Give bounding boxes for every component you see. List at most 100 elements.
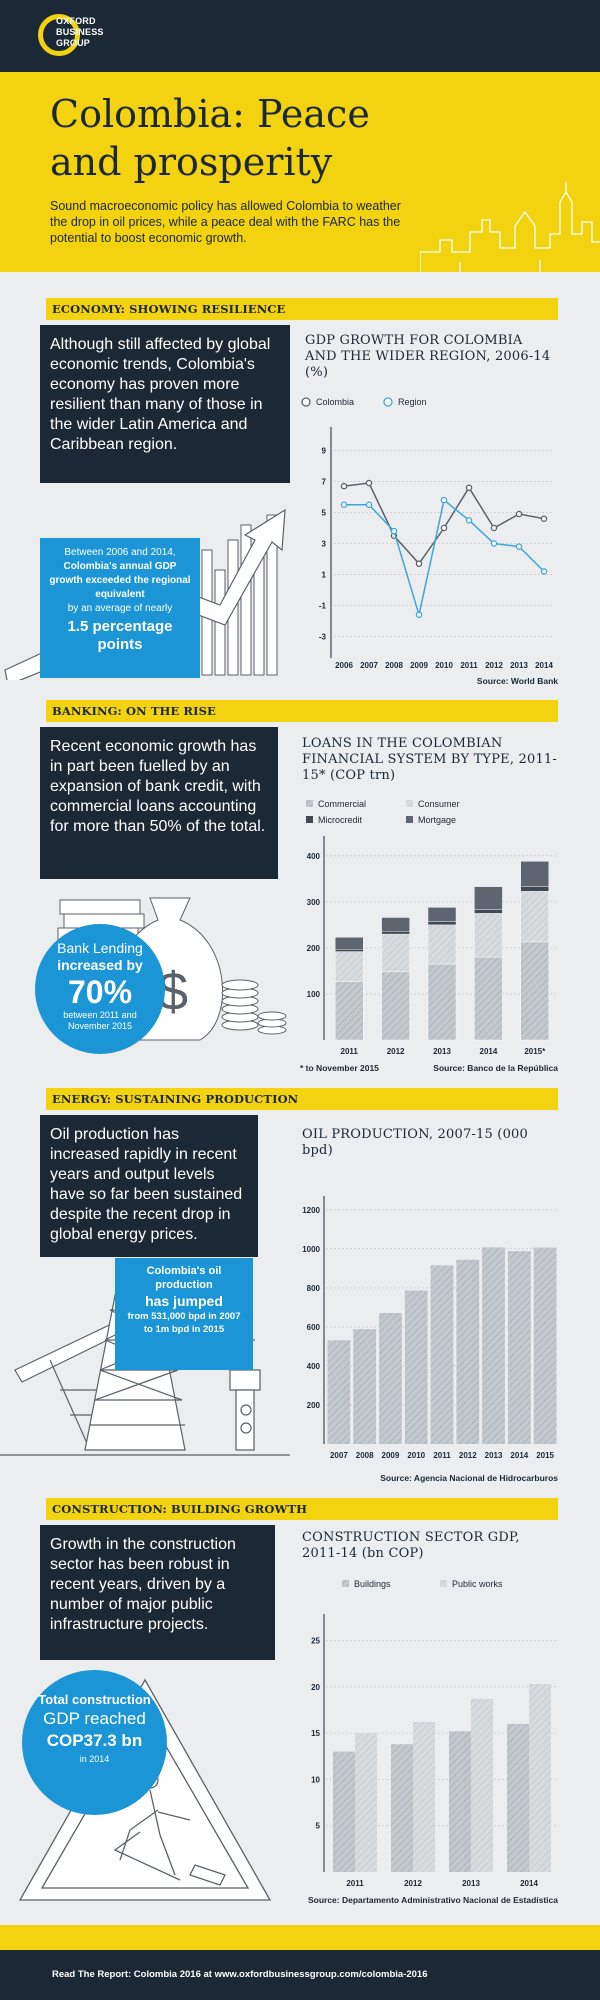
construction-gdp-chart: Buildings Public works 25 20 15 10 5 2011 2012 20… bbox=[311, 1579, 558, 1888]
bar-public-works bbox=[355, 1733, 377, 1872]
data-point-colombia bbox=[540, 515, 548, 522]
loans-chart: Commercial Consumer Microcredit Mortgage 400… bbox=[306, 799, 558, 1056]
obg-logo-text: OXFORD BUSINESS GROUP bbox=[56, 16, 104, 48]
banking-footnote: * to November 2015 bbox=[300, 1063, 379, 1073]
footer-link[interactable]: Read The Report: Colombia 2016 at www.ox… bbox=[0, 1950, 600, 2000]
bar bbox=[430, 1265, 454, 1444]
y-tick-label: 800 bbox=[307, 1284, 321, 1293]
x-tick-label: 2014 bbox=[535, 661, 553, 670]
x-tick-label: 2012 bbox=[404, 1879, 422, 1888]
data-point-colombia bbox=[440, 524, 448, 532]
bar-public-works bbox=[529, 1684, 551, 1872]
data-point-colombia bbox=[465, 484, 473, 491]
y-tick-label: 200 bbox=[307, 944, 321, 953]
y-tick-label: -3 bbox=[319, 633, 327, 642]
data-point-region bbox=[540, 568, 548, 575]
bar-mortgage bbox=[335, 937, 364, 950]
y-tick-label: 1200 bbox=[302, 1206, 320, 1215]
energy-heading: ENERGY: SUSTAINING PRODUCTION bbox=[46, 1088, 558, 1110]
data-point-colombia bbox=[365, 479, 373, 487]
x-tick-label: 2011 bbox=[341, 1047, 359, 1056]
bar bbox=[507, 1251, 531, 1444]
bar-microcredit bbox=[474, 909, 503, 914]
gdp-growth-chart: Colombia Region 9 7 5 3 1 -1 -3 2006 2007 2008 2009 2… bbox=[301, 397, 554, 670]
x-tick-label: 2009 bbox=[410, 661, 428, 670]
x-tick-label: 2008 bbox=[385, 661, 403, 670]
y-tick-label: 1000 bbox=[302, 1245, 320, 1254]
bar-consumer bbox=[335, 951, 364, 982]
bar-consumer bbox=[427, 924, 457, 965]
x-tick-label: 2011 bbox=[460, 661, 478, 670]
y-tick-label: 25 bbox=[311, 1637, 320, 1646]
x-tick-label: 2014 bbox=[520, 1879, 538, 1888]
bar-buildings bbox=[507, 1723, 529, 1872]
data-point-colombia bbox=[415, 560, 423, 567]
y-tick-label: 1 bbox=[322, 571, 327, 580]
data-point-region bbox=[490, 540, 498, 547]
y-tick-label: 7 bbox=[322, 478, 327, 487]
legend-label-buildings: Buildings bbox=[354, 1579, 391, 1589]
x-tick-label: 2012 bbox=[459, 1451, 477, 1460]
legend-label-consumer: Consumer bbox=[418, 799, 460, 809]
loans-chart-title: LOANS IN THE COLOMBIAN FINANCIAL SYSTEM … bbox=[302, 736, 557, 783]
bar-microcredit bbox=[520, 886, 550, 892]
banking-callout: Bank Lending increased by 70% between 20… bbox=[35, 924, 165, 1054]
x-tick-label: 2009 bbox=[382, 1451, 400, 1460]
bar bbox=[404, 1290, 428, 1444]
energy-source: Source: Agencia Nacional de Hidrocarburo… bbox=[380, 1473, 558, 1483]
series-line-colombia bbox=[343, 482, 545, 565]
bar bbox=[327, 1340, 351, 1444]
x-tick-label: 2010 bbox=[435, 661, 453, 670]
y-tick-label: 3 bbox=[322, 540, 327, 549]
y-tick-label: -1 bbox=[319, 602, 327, 611]
y-tick-label: 100 bbox=[307, 990, 321, 999]
y-tick-label: 300 bbox=[307, 898, 321, 907]
x-tick-label: 2011 bbox=[433, 1451, 451, 1460]
bar-commercial bbox=[474, 956, 503, 1041]
data-point-region bbox=[465, 517, 473, 524]
bar-mortgage bbox=[427, 907, 457, 922]
bar-buildings bbox=[333, 1751, 355, 1872]
x-tick-label: 2006 bbox=[335, 661, 353, 670]
economy-source: Source: World Bank bbox=[476, 676, 558, 686]
construction-chart-title: CONSTRUCTION SECTOR GDP, 2011-14 (bn COP… bbox=[302, 1530, 520, 1561]
energy-callout: Colombia's oil production has jumped fro… bbox=[115, 1258, 253, 1370]
bar-consumer bbox=[474, 913, 503, 958]
legend-label-commercial: Commercial bbox=[318, 799, 366, 809]
construction-source: Source: Departamento Administrativo Naci… bbox=[307, 1895, 558, 1905]
y-tick-label: 9 bbox=[322, 447, 327, 456]
x-tick-label: 2014 bbox=[480, 1047, 498, 1056]
x-tick-label: 2013 bbox=[510, 661, 528, 670]
legend-swatch-commercial bbox=[306, 800, 313, 807]
hero-banner: Colombia: Peace and prosperity Sound macr… bbox=[0, 72, 600, 272]
bar-consumer bbox=[381, 933, 410, 973]
legend-swatch-region bbox=[383, 397, 393, 407]
data-point-region bbox=[340, 501, 348, 509]
bar-microcredit bbox=[381, 931, 410, 935]
oil-chart-title: OIL PRODUCTION, 2007-15 (000 bpd) bbox=[302, 1127, 528, 1158]
gdp-chart-title: GDP GROWTH FOR COLOMBIA AND THE WIDER RE… bbox=[305, 333, 551, 380]
y-tick-label: 400 bbox=[307, 852, 321, 861]
energy-intro: Oil production has increased rapidly in … bbox=[40, 1115, 258, 1257]
x-tick-label: 2007 bbox=[330, 1451, 348, 1460]
x-tick-label: 2013 bbox=[462, 1879, 480, 1888]
data-point-region bbox=[365, 501, 373, 509]
y-tick-label: 10 bbox=[311, 1775, 320, 1784]
legend-label-region: Region bbox=[398, 397, 427, 407]
bar-microcredit bbox=[427, 921, 457, 926]
x-tick-label: 2011 bbox=[346, 1879, 364, 1888]
x-tick-label: 2014 bbox=[510, 1451, 528, 1460]
bar-mortgage bbox=[381, 917, 410, 932]
y-tick-label: 400 bbox=[307, 1362, 321, 1371]
data-point-colombia bbox=[340, 482, 348, 490]
bar bbox=[379, 1313, 402, 1444]
top-bar bbox=[0, 0, 600, 72]
legend-swatch-colombia bbox=[301, 397, 311, 407]
bar-microcredit bbox=[335, 949, 364, 952]
bar-commercial bbox=[520, 941, 550, 1041]
legend-label-mortgage: Mortgage bbox=[418, 815, 456, 825]
x-tick-label: 2015 bbox=[536, 1451, 554, 1460]
data-point-region bbox=[390, 527, 398, 535]
obg-logo-icon bbox=[38, 14, 80, 56]
banking-source: Source: Banco de la República bbox=[433, 1063, 558, 1073]
